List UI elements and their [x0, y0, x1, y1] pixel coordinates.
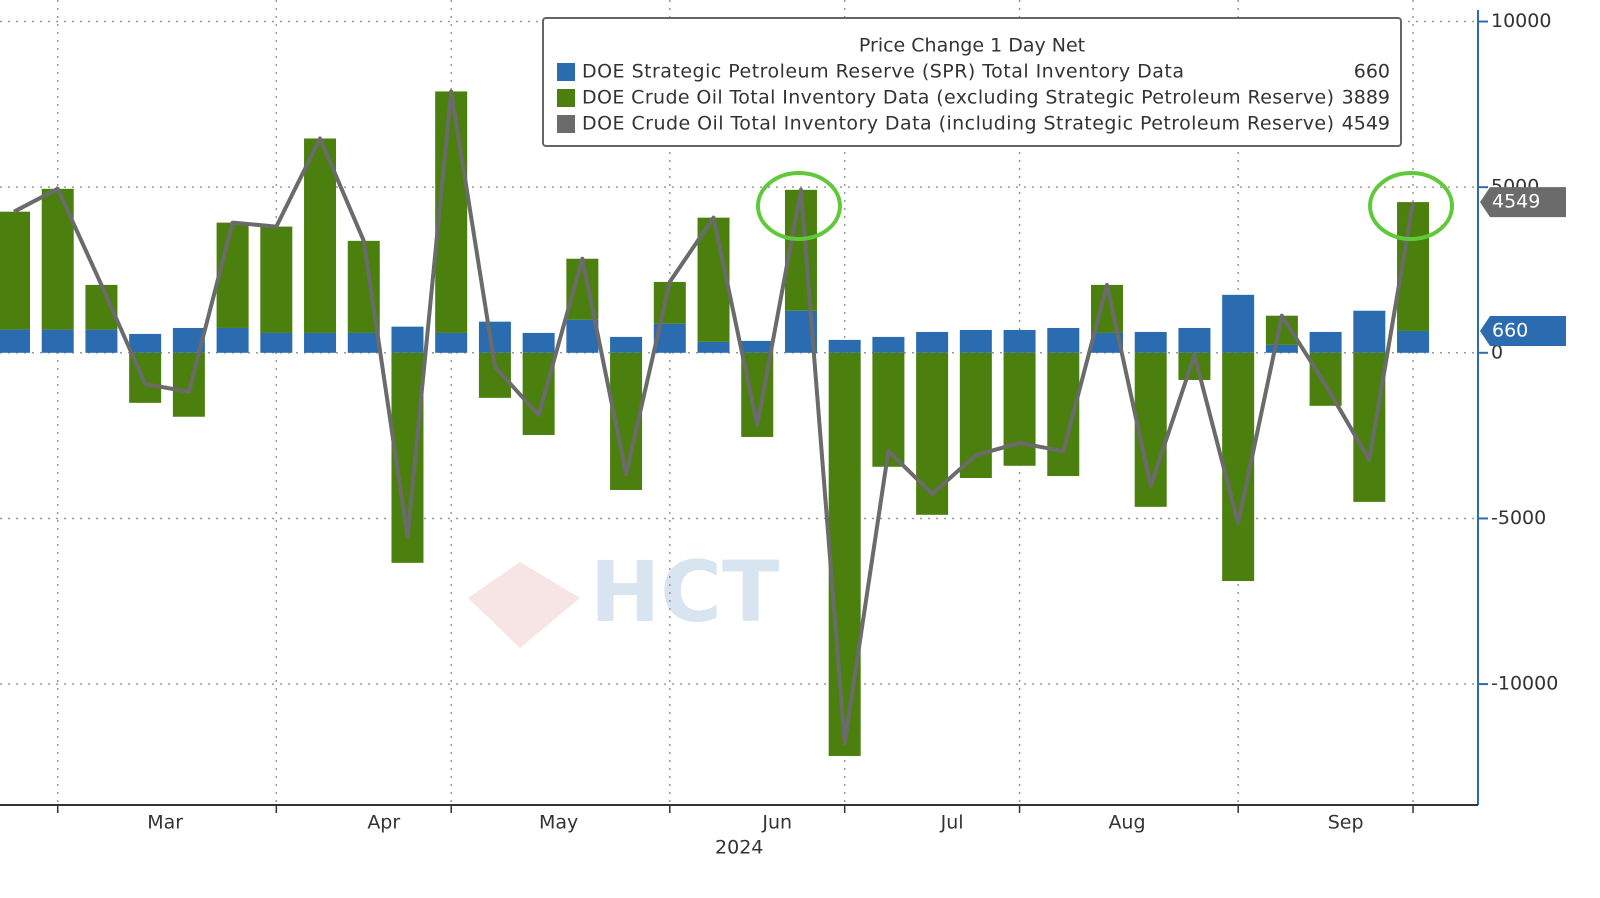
bar [872, 336, 905, 353]
legend-value: 4549 [1342, 113, 1390, 135]
bar [129, 333, 162, 353]
bar [1397, 330, 1430, 353]
bar [0, 329, 30, 353]
bar [85, 329, 118, 353]
x-tick-label: Jul [940, 812, 964, 834]
bar [1309, 352, 1342, 406]
x-tick-label: Sep [1328, 812, 1364, 834]
legend-value: 3889 [1342, 87, 1390, 109]
bar [697, 341, 730, 353]
y-tick-label: 10000 [1491, 10, 1551, 32]
bar [41, 329, 74, 353]
bar [435, 332, 468, 353]
highlight-circle [1368, 171, 1455, 241]
value-tag [1480, 187, 1566, 218]
bar [260, 226, 293, 333]
bar [1309, 331, 1342, 353]
bar [1003, 352, 1036, 466]
bar [828, 339, 861, 353]
y-tick-label: -10000 [1491, 673, 1558, 695]
bar [1134, 331, 1167, 353]
bar [1003, 329, 1036, 353]
bar [1047, 327, 1080, 353]
legend-title: Price Change 1 Day Net [859, 35, 1085, 57]
bar [697, 217, 730, 342]
x-tick-label: May [539, 812, 578, 834]
bar [0, 211, 30, 330]
watermark-logo [468, 562, 580, 648]
bar [522, 332, 555, 353]
bar [916, 331, 949, 353]
bar [216, 327, 249, 353]
bar [741, 340, 774, 353]
bar [1265, 344, 1298, 353]
legend-swatch [557, 89, 575, 107]
bar [959, 352, 992, 479]
legend-swatch [557, 115, 575, 133]
legend-label: DOE Crude Oil Total Inventory Data (incl… [582, 113, 1334, 135]
bar [304, 332, 337, 353]
bar [522, 352, 555, 435]
x-tick-label: Jun [761, 812, 792, 834]
bar [478, 321, 511, 353]
legend-box [542, 17, 1402, 147]
x-tick-label: Apr [367, 812, 400, 834]
bar [1091, 332, 1123, 353]
legend-swatch [557, 63, 575, 81]
bar [1353, 310, 1386, 353]
legend-label: DOE Crude Oil Total Inventory Data (excl… [582, 87, 1334, 109]
x-tick-label: Aug [1108, 812, 1145, 834]
bar [916, 352, 949, 515]
x-axis-label: 2024 [715, 837, 763, 859]
bar [1178, 327, 1211, 353]
bar [347, 332, 380, 353]
bar [216, 222, 249, 328]
legend-value: 660 [1354, 61, 1390, 83]
bar [566, 319, 599, 353]
watermark: HCT [590, 543, 779, 641]
bar [260, 332, 293, 353]
bar [959, 329, 992, 353]
x-tick-label: Mar [147, 812, 183, 834]
value-tag [1480, 315, 1566, 346]
bar [304, 138, 337, 333]
legend: Price Change 1 Day Net DOE Strategic Petr… [542, 17, 1402, 147]
bar [872, 352, 905, 467]
bar [391, 326, 424, 353]
y-tick-label: -5000 [1491, 507, 1546, 529]
bar [1222, 294, 1255, 353]
legend-label: DOE Strategic Petroleum Reserve (SPR) To… [582, 61, 1184, 83]
value-tag-label: 4549 [1492, 191, 1540, 213]
line [13, 89, 1416, 746]
y-tick-label: 0 [1491, 341, 1503, 363]
highlight-circle [755, 171, 842, 241]
bar [610, 336, 643, 353]
bar [1353, 352, 1386, 502]
value-tag-label: 660 [1492, 319, 1528, 341]
bar [828, 352, 861, 756]
